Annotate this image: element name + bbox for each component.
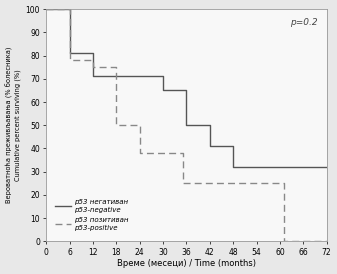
Y-axis label: Вероватноћа преживљавања (% болесника)
Cumulative percent surviving (%): Вероватноћа преживљавања (% болесника) C…	[5, 47, 21, 204]
Text: p=0.2: p=0.2	[290, 18, 318, 27]
X-axis label: Време (месеци) / Time (months): Време (месеци) / Time (months)	[117, 259, 256, 269]
Legend: p53 негативан
p53-negative, p53 позитиван
p53-positive: p53 негативан p53-negative, p53 позитива…	[53, 197, 131, 233]
